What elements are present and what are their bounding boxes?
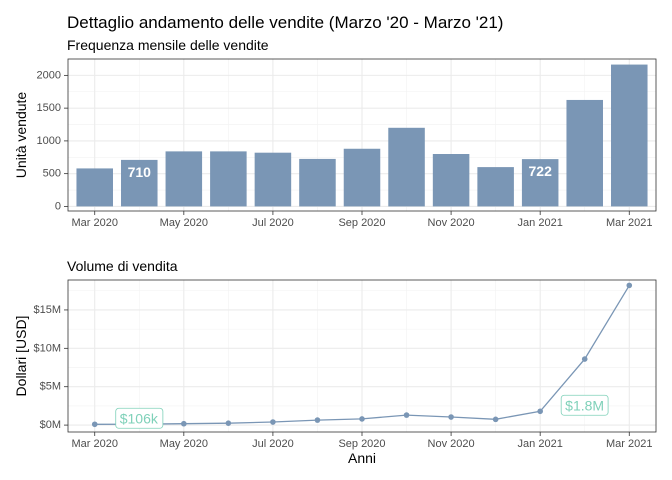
x-tick-label: Sep 2020: [338, 438, 385, 450]
bar: [521, 159, 559, 207]
line-chart-x-axis-label: Anni: [348, 450, 376, 466]
x-tick-label: Jan 2021: [518, 217, 563, 229]
y-tick-label: 2000: [37, 69, 61, 81]
x-tick-label: Sep 2020: [338, 217, 385, 229]
data-point: [91, 421, 98, 428]
data-point: [359, 416, 365, 422]
data-point: [448, 414, 454, 420]
bar: [611, 64, 648, 207]
line-chart-y-axis-label: Dollari [USD]: [13, 316, 29, 397]
x-tick-label: Jan 2021: [518, 438, 563, 450]
data-annotation: $106k: [115, 407, 164, 429]
data-point: [581, 356, 588, 362]
bar: [76, 168, 113, 207]
data-point: [403, 412, 410, 418]
bar: [254, 152, 292, 207]
data-point: [537, 408, 543, 415]
x-tick-label: Jul 2020: [252, 217, 294, 229]
y-tick-label: 500: [43, 168, 61, 180]
bar-data-label: 722: [529, 163, 553, 179]
y-tick-label: 1000: [37, 135, 61, 147]
x-tick-label: Nov 2020: [428, 217, 475, 229]
data-annotation: $1.8M: [560, 394, 609, 416]
data-point: [270, 419, 276, 425]
y-tick-label: $0M: [40, 419, 61, 431]
line-chart-panel: $106k $1.8M $0M $5M $10M $15M Mar 2020 May 2020…: [33, 279, 657, 450]
annotation-box: [115, 407, 164, 429]
x-tick-label: Mar 2021: [606, 217, 652, 229]
x-tick-label: Mar 2020: [71, 217, 117, 229]
data-point: [492, 416, 499, 423]
x-tick-label: Jul 2020: [252, 438, 294, 450]
data-point: [314, 417, 321, 423]
line-chart-subtitle: Volume di vendita: [67, 258, 178, 274]
x-tick-label: Mar 2020: [71, 438, 117, 450]
data-point: [181, 420, 187, 427]
bar-data-label: 710: [128, 164, 152, 180]
data-point: [225, 420, 232, 426]
bar-chart-y-axis-label: Unità vendute: [13, 92, 29, 179]
x-tick-label: Nov 2020: [428, 438, 475, 450]
bar: [388, 127, 425, 207]
bar-chart-subtitle: Frequenza mensile delle vendite: [67, 37, 269, 53]
annotation-label: $106k: [120, 410, 159, 426]
bar: [299, 158, 336, 207]
y-tick-label: 0: [55, 200, 61, 212]
bar: [210, 151, 247, 207]
chart-title: Dettaglio andamento delle vendite (Marzo…: [67, 13, 503, 32]
annotation-box: [560, 394, 609, 416]
x-tick-label: May 2020: [160, 217, 208, 229]
bar: [121, 159, 158, 207]
x-tick-label: Mar 2021: [606, 438, 652, 450]
y-tick-label: $15M: [33, 304, 61, 316]
bar-chart-panel: 710 722 0 500 1000 1500 2000 Mar 2020 May 2020 Ju…: [37, 58, 657, 229]
annotation-label: $1.8M: [565, 397, 604, 413]
bar: [566, 99, 603, 207]
bar: [165, 151, 203, 207]
bar: [432, 154, 470, 207]
y-tick-label: $5M: [40, 381, 61, 393]
bar: [477, 167, 514, 207]
bar: [343, 148, 381, 207]
y-tick-label: 1500: [37, 102, 61, 114]
y-tick-label: $10M: [33, 342, 61, 354]
x-tick-label: May 2020: [160, 438, 208, 450]
data-point: [626, 282, 633, 289]
